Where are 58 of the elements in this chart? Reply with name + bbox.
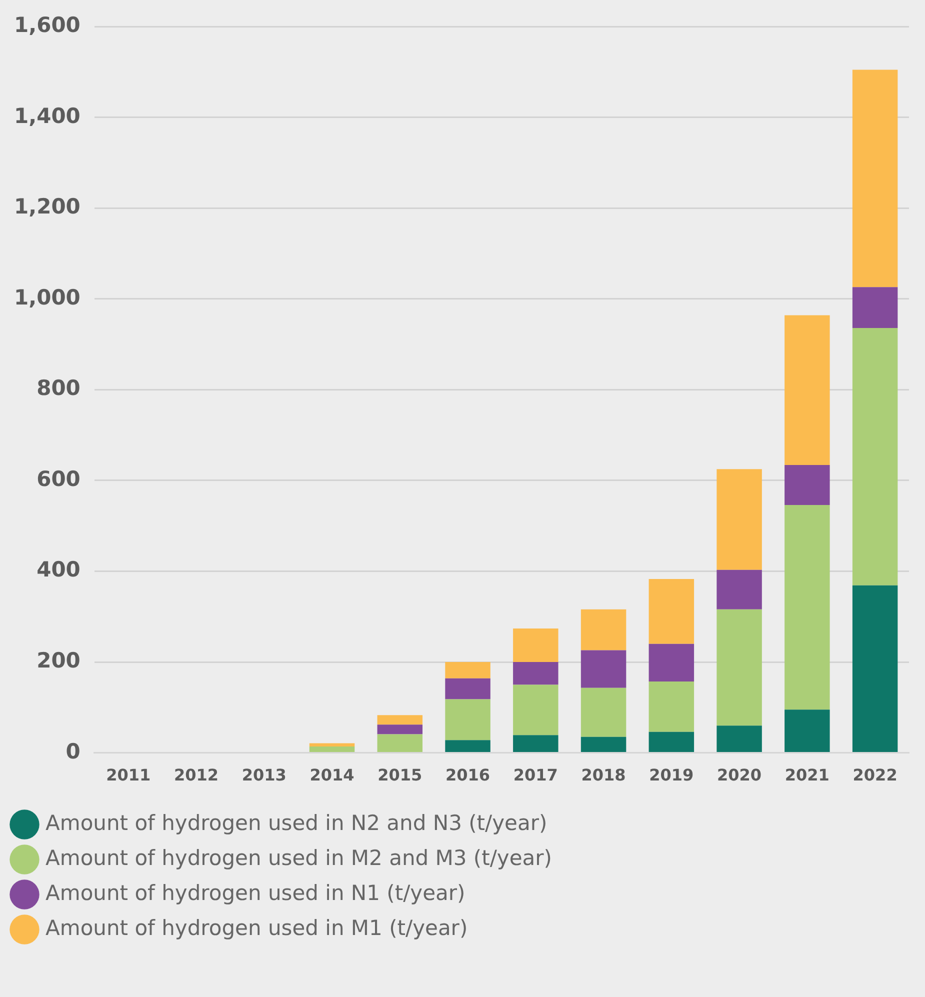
bar bbox=[445, 699, 490, 740]
bar bbox=[377, 734, 423, 752]
y-tick-label: 600 bbox=[36, 466, 80, 491]
x-tick-label: 2015 bbox=[378, 766, 422, 785]
bar bbox=[580, 736, 626, 752]
y-tick-label: 800 bbox=[36, 376, 80, 400]
bar bbox=[784, 504, 830, 710]
x-tick-label: 2022 bbox=[852, 766, 898, 785]
bar bbox=[852, 287, 898, 328]
bar bbox=[309, 743, 355, 746]
y-tick-label: 200 bbox=[36, 648, 80, 672]
bar bbox=[513, 662, 558, 685]
bar bbox=[513, 684, 558, 736]
bar bbox=[648, 682, 694, 732]
bar bbox=[648, 578, 694, 644]
bar bbox=[580, 688, 626, 737]
bar bbox=[784, 710, 830, 752]
bar bbox=[648, 732, 694, 752]
x-tick-label: 2011 bbox=[106, 766, 151, 785]
legend-label: Amount of hydrogen used in N1 (t/year) bbox=[46, 880, 466, 905]
bar bbox=[309, 746, 355, 752]
legend-label: Amount of hydrogen used in N2 and N3 (t/year) bbox=[46, 810, 548, 835]
bar bbox=[377, 715, 423, 725]
bar bbox=[513, 735, 558, 752]
x-tick-label: 2014 bbox=[310, 766, 354, 785]
bar bbox=[445, 678, 490, 700]
x-tick-label: 2016 bbox=[446, 766, 490, 785]
legend-label: Amount of hydrogen used in M2 and M3 (t/year) bbox=[46, 846, 552, 870]
bar bbox=[580, 650, 626, 688]
y-tick-label: 1,400 bbox=[14, 104, 80, 128]
bar bbox=[784, 465, 830, 505]
x-tick-label: 2017 bbox=[513, 766, 558, 785]
bar bbox=[648, 644, 694, 682]
y-tick-label: 0 bbox=[66, 739, 80, 764]
bar bbox=[716, 469, 762, 570]
y-tick-label: 1,600 bbox=[14, 13, 80, 38]
x-tick-label: 2019 bbox=[649, 766, 694, 785]
legend-label: Amount of hydrogen used in M1 (t/year) bbox=[46, 916, 468, 940]
bar bbox=[716, 570, 762, 610]
y-tick-label: 1,200 bbox=[14, 194, 80, 219]
bar bbox=[784, 315, 830, 466]
bar bbox=[580, 609, 626, 650]
x-tick-label: 2018 bbox=[581, 766, 626, 785]
bar bbox=[716, 609, 762, 726]
x-tick-label: 2012 bbox=[174, 766, 219, 785]
bar bbox=[852, 585, 898, 752]
bar bbox=[716, 726, 762, 752]
bar bbox=[852, 70, 898, 288]
bar bbox=[445, 662, 490, 678]
y-tick-label: 1,000 bbox=[14, 285, 80, 310]
bar bbox=[852, 328, 898, 586]
bar bbox=[377, 724, 423, 734]
bar bbox=[445, 740, 490, 752]
bar bbox=[513, 628, 558, 662]
x-tick-label: 2013 bbox=[242, 766, 286, 785]
y-tick-label: 400 bbox=[36, 558, 80, 582]
x-tick-label: 2020 bbox=[717, 766, 762, 785]
x-tick-label: 2021 bbox=[784, 766, 830, 785]
